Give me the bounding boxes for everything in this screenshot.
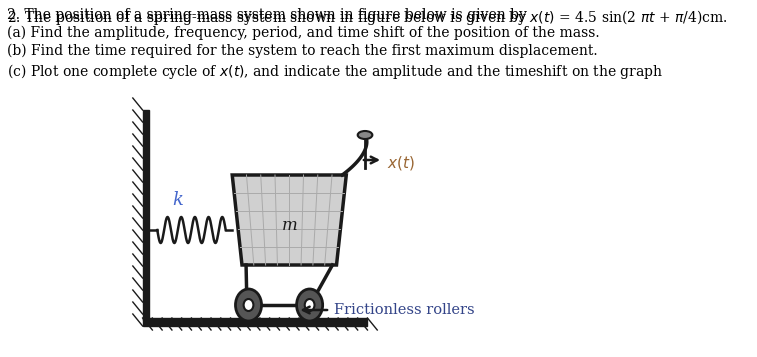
Bar xyxy=(142,110,149,320)
Bar xyxy=(142,318,366,326)
Ellipse shape xyxy=(358,131,372,139)
Text: (c) Plot one complete cycle of $x(t)$, and indicate the amplitude and the timesh: (c) Plot one complete cycle of $x(t)$, a… xyxy=(7,62,662,81)
Circle shape xyxy=(235,289,262,321)
Circle shape xyxy=(297,289,322,321)
Text: 2. The position of a spring-mass system shown in figure below is given by: 2. The position of a spring-mass system … xyxy=(7,8,531,22)
Polygon shape xyxy=(232,175,346,265)
Text: k: k xyxy=(172,191,183,209)
Text: m: m xyxy=(282,216,298,233)
Text: (a) Find the amplitude, frequency, period, and time shift of the position of the: (a) Find the amplitude, frequency, perio… xyxy=(7,26,599,40)
Circle shape xyxy=(244,299,254,311)
Text: Frictionless rollers: Frictionless rollers xyxy=(334,303,475,317)
Text: $x(t)$: $x(t)$ xyxy=(387,154,415,172)
Circle shape xyxy=(305,299,314,311)
Text: 2. The position of a spring-mass system shown in figure below is given by $x(t)$: 2. The position of a spring-mass system … xyxy=(7,8,727,27)
Text: (b) Find the time required for the system to reach the first maximum displacemen: (b) Find the time required for the syste… xyxy=(7,44,597,59)
